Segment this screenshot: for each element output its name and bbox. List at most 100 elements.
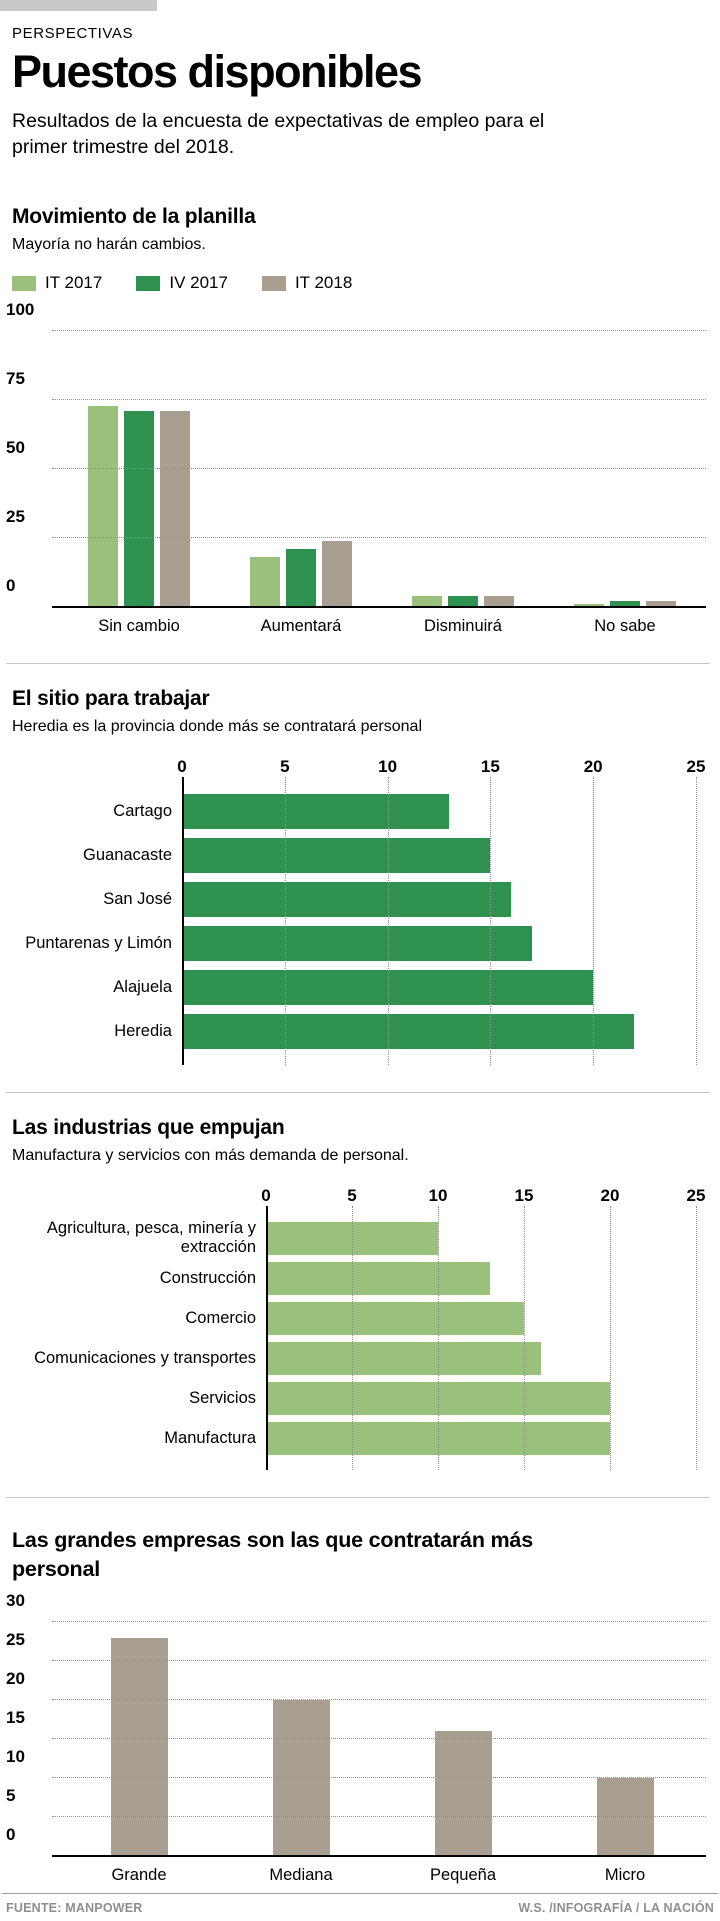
chart-row: Alajuela [0,965,720,1009]
bar [484,595,514,607]
chart-row: Comunicaciones y transportes [0,1338,720,1378]
x-tick-label: 0 [261,1186,271,1205]
chart-sitio-trabajar: 0 5 10 15 20 25 Cartago Guanacaste San José Punta… [0,757,720,1065]
x-axis-labels: 0 5 10 15 20 25 [261,1186,705,1206]
legend-label: IT 2017 [45,273,103,292]
bar-track [182,789,696,833]
x-category-label: No sabe [594,617,656,635]
row-label: Alajuela [113,977,172,996]
bar [266,1341,542,1375]
page-title: Puestos disponibles [12,46,423,97]
kicker: PERSPECTIVAS [12,25,134,42]
y-tick-label: 25 [6,1630,46,1650]
gridline-y-5 [52,1816,706,1818]
bar [182,881,511,917]
chart-industrias: 0 5 10 15 20 25 Agricultura, pesca, minería y … [0,1186,720,1470]
gridline-y-15 [52,1738,706,1739]
bar [610,601,640,607]
x-tick-label: 15 [514,1186,534,1205]
bar [266,1421,610,1455]
x-tick-label: 10 [428,1186,448,1205]
bar-group-Sin cambio [58,331,220,607]
bar [322,540,352,607]
legend-swatch-iv-2017 [136,275,161,291]
row-label: Cartago [113,801,172,820]
y-tick-label: 75 [6,369,46,389]
bar [266,1301,524,1335]
x-tick-label: 25 [686,757,706,776]
section-movimiento-planilla: Movimiento de la planilla Mayoría no har… [0,204,720,664]
x-tick-label: 5 [347,1186,357,1205]
gridline-y-75 [52,399,706,400]
section-title: Movimiento de la planilla [12,205,256,228]
x-category-label: Micro [604,1866,646,1884]
gridline-y-100 [52,330,706,331]
x-axis-line [52,606,706,608]
gridline-y-20 [52,1699,706,1701]
bar-track [182,921,696,965]
bar [266,1221,438,1255]
row-label: Agricultura, pesca, minería y extracción [46,1219,256,1256]
chart-row: Puntarenas y Limón [0,921,720,965]
rows-area: Cartago Guanacaste San José Puntarenas y Li… [0,777,720,1065]
legend-item: IV 2017 [136,273,228,293]
y-tick-label: 5 [6,1786,46,1807]
bar-group-Micro [544,1622,706,1856]
bar [286,549,316,607]
bar [434,1731,492,1856]
x-category-label: Sin cambio [98,617,180,635]
y-tick-label: 0 [6,576,46,596]
x-category-label: Disminuirá [424,617,502,635]
bar-group-Grande [58,1622,220,1856]
x-category-labels: Sin cambio Aumentará Disminuirá No sabe [58,617,706,636]
bar-track [182,833,696,877]
plot-area: 5 10 15 20 25 30 0 [0,1591,706,1857]
bar [266,1261,490,1295]
x-category-label: Mediana [269,1866,333,1884]
section-title: Las grandes empresas son las que contrat… [12,1528,533,1581]
bar-track [266,1418,696,1458]
chart-row: San José [0,877,720,921]
legend-item: IT 2017 [12,273,102,293]
footer-source: FUENTE: MANPOWER [6,1901,143,1915]
chart-row: Guanacaste [0,833,720,877]
chart-empresas: 5 10 15 20 25 30 0 Grande Mediana Pequeña Micro [0,1591,720,1885]
gridline-y-25 [52,1660,706,1661]
row-label: Manufactura [164,1428,256,1447]
x-axis-labels: 0 5 10 15 20 25 [177,757,705,777]
x-tick-label: 25 [686,1186,706,1205]
bar-track [266,1338,696,1378]
gridline-y-50 [52,468,706,469]
footer-credit: W.S. /INFOGRAFÍA / LA NACIÓN [518,1901,714,1915]
row-label: Construcción [159,1268,256,1287]
x-tick-label: 20 [600,1186,620,1205]
y-tick-label: 25 [6,507,46,527]
bar-group-Mediana [220,1622,382,1856]
bar [182,837,491,873]
x-axis-line [52,1855,706,1857]
gridline-y-25 [52,537,706,538]
legend-swatch-it-2018 [261,275,286,291]
rows-area: Agricultura, pesca, minería y extracción… [0,1206,720,1470]
bar [124,411,154,607]
bar [88,405,118,607]
footer: FUENTE: MANPOWER W.S. /INFOGRAFÍA / LA N… [2,1893,718,1921]
section-subtitle: Manufactura y servicios con más demanda … [12,1147,409,1164]
x-category-labels: Grande Mediana Pequeña Micro [58,1866,706,1885]
x-category-label: Aumentará [260,617,342,635]
x-tick-label: 15 [480,757,500,776]
section-sitio-trabajar: El sitio para trabajar Heredia es la pro… [0,686,720,1093]
section-title: El sitio para trabajar [12,687,210,710]
page-subtitle: Resultados de la encuesta de expectativa… [12,110,545,158]
bar-track [266,1298,696,1338]
plot-area: 25 50 75 100 0 [0,300,706,608]
bar [448,595,478,607]
bars-area [58,331,706,607]
legend-label: IT 2018 [294,273,353,292]
chart-row: Construcción [0,1258,720,1298]
row-label: Puntarenas y Limón [25,933,172,952]
y-tick-label: 50 [6,438,46,458]
x-tick-label: 20 [583,757,603,776]
bar-group-Pequeña [382,1622,544,1856]
section-industrias: Las industrias que empujan Manufactura y… [0,1115,720,1498]
